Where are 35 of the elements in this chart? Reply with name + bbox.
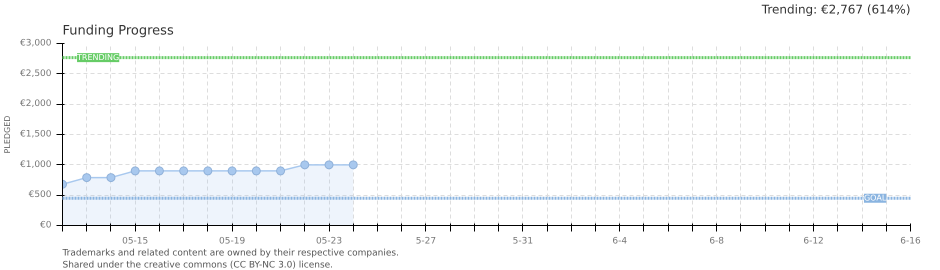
point [276, 166, 286, 176]
y-tick-label: €0 [40, 220, 52, 230]
x-tick-label: 5-31 [512, 236, 534, 246]
x-tick-label: 6-8 [709, 236, 724, 246]
x-tick-label: 6-12 [803, 236, 824, 246]
x-tick-label: 6-4 [612, 236, 628, 246]
ref-line-label: GOAL [864, 194, 887, 203]
point [106, 173, 116, 182]
point [130, 166, 140, 176]
y-tick-label: €500 [28, 190, 52, 200]
x-tick-label: 05-23 [316, 236, 342, 246]
text: Trademarks and related content are owned by their respective companies. [62, 248, 399, 258]
point [179, 166, 188, 176]
point [348, 160, 358, 170]
text: Shared under the creative commons (CC BY-NC 3.0) license. [62, 260, 334, 270]
x-tick-label: 5-27 [416, 236, 436, 246]
y-tick-label: €3,000 [20, 38, 52, 48]
point [324, 160, 334, 170]
point [82, 173, 92, 182]
x-tick-label: 05-19 [219, 236, 246, 246]
y-tick-label: €2,000 [20, 99, 52, 110]
x-tick-label: 05-15 [122, 236, 148, 246]
point [300, 160, 310, 170]
x-tick-label: 6-16 [900, 236, 921, 246]
ref-line-label: TRENDING [76, 53, 120, 62]
y-axis-title: PLEDGED [3, 116, 12, 154]
text: Trending: €2,767 (614%) [760, 2, 911, 16]
y-tick-label: €2,500 [20, 68, 52, 79]
chart-title: Funding Progress [62, 24, 174, 38]
point [203, 166, 212, 176]
point [252, 166, 261, 176]
point [228, 166, 237, 176]
point [154, 166, 164, 176]
y-tick-label: €1,000 [20, 160, 52, 170]
y-tick-label: €1,500 [20, 130, 52, 140]
